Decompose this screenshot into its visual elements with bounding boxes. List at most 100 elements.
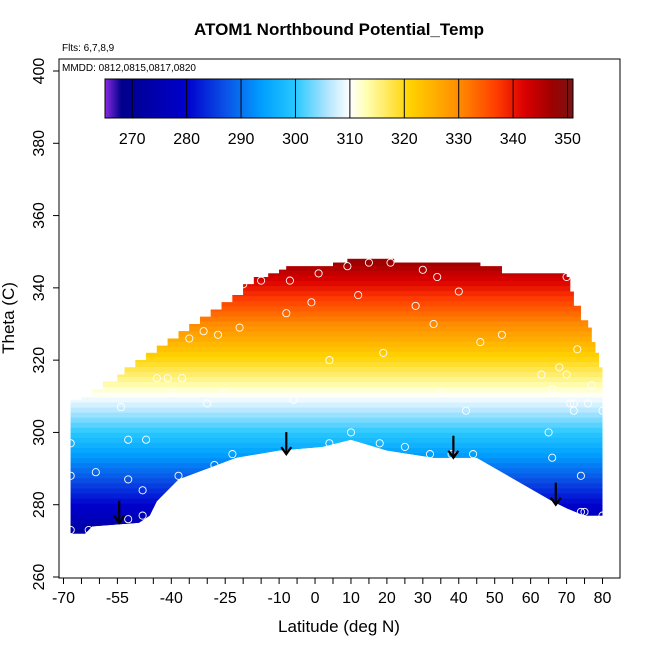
observation-point xyxy=(66,471,75,480)
field-band xyxy=(70,326,603,332)
observation-point xyxy=(66,525,75,535)
field-band xyxy=(70,310,603,317)
observation-point xyxy=(142,435,151,444)
observation-point xyxy=(461,406,471,415)
observation-point xyxy=(91,468,100,477)
flights-annotation: Flts: 6,7,8,9 xyxy=(62,43,115,54)
field-band xyxy=(70,397,603,403)
x-axis-label: Latitude (deg N) xyxy=(278,617,400,636)
observation-point xyxy=(364,258,373,267)
observation-point xyxy=(580,507,589,516)
y-tick-label: 340 xyxy=(31,274,48,301)
colorbar-tick-label: 350 xyxy=(554,131,581,148)
observation-point xyxy=(418,265,427,274)
observation-point xyxy=(454,287,463,296)
observation-point xyxy=(138,486,147,495)
colorbar-tick-label: 280 xyxy=(173,131,200,148)
colorbar: 270 280 290 300 310 320 330 340 350 xyxy=(104,78,581,148)
observation-point xyxy=(343,262,352,271)
field-band xyxy=(70,290,603,297)
x-axis: -70 -55 -40 -25 -10 0 10 20 30 40 50 60 70 80 xyxy=(52,578,612,607)
field-band xyxy=(70,356,603,362)
observation-point xyxy=(314,269,323,278)
colorbar-tick-label: 270 xyxy=(119,131,146,148)
observation-point xyxy=(573,345,582,354)
x-tick-label: -70 xyxy=(52,590,75,607)
field-band xyxy=(70,412,603,418)
field-band xyxy=(70,321,603,327)
floor-arrow xyxy=(280,432,293,457)
colorbar-tick-label: 300 xyxy=(282,131,309,148)
x-tick-label: 10 xyxy=(342,590,360,607)
observation-point xyxy=(325,356,334,365)
x-tick-label: 0 xyxy=(311,590,320,607)
y-axis: 260 280 300 320 340 360 380 400 xyxy=(31,58,59,590)
observation-point xyxy=(257,276,266,285)
observation-point xyxy=(386,258,395,267)
observation-point xyxy=(84,525,93,535)
field-band xyxy=(70,285,603,292)
observation-point xyxy=(116,403,126,412)
field-band xyxy=(70,331,603,337)
y-tick-label: 360 xyxy=(31,202,48,229)
observation-point xyxy=(199,327,208,336)
observation-point xyxy=(569,399,578,408)
chart-title: ATOM1 Northbound Potential_Temp xyxy=(194,20,484,39)
observation-point xyxy=(167,388,176,397)
observation-point xyxy=(203,399,212,408)
field-band xyxy=(70,386,603,393)
observation-point xyxy=(178,374,187,383)
observation-point xyxy=(152,374,161,383)
observation-point xyxy=(429,319,438,329)
y-tick-label: 380 xyxy=(31,130,48,157)
field-band xyxy=(70,275,603,282)
floor-arrow xyxy=(113,500,126,525)
observation-point xyxy=(289,395,298,404)
field-band xyxy=(70,351,603,357)
observation-point xyxy=(354,291,363,300)
observation-point xyxy=(375,439,384,448)
colorbar-tick-label: 330 xyxy=(445,131,472,148)
observation-point xyxy=(587,381,596,390)
observation-point xyxy=(325,439,334,448)
observation-point xyxy=(307,298,316,307)
observation-point xyxy=(239,280,248,289)
observation-point xyxy=(476,338,485,347)
x-tick-label: 60 xyxy=(522,590,540,607)
observation-point xyxy=(433,272,442,282)
field-band xyxy=(70,361,603,368)
floor-arrow xyxy=(447,435,460,460)
x-tick-label: 40 xyxy=(450,590,468,607)
y-axis-label: Theta (C) xyxy=(0,282,18,354)
observation-point xyxy=(213,330,223,339)
colorbar-tick-label: 340 xyxy=(500,131,527,148)
field-band xyxy=(70,305,603,312)
field-band xyxy=(70,316,603,322)
field-band xyxy=(70,402,603,408)
field-band xyxy=(70,417,603,423)
observation-point xyxy=(425,450,435,459)
observation-point xyxy=(548,385,557,394)
observation-point xyxy=(566,399,575,408)
observation-point xyxy=(124,515,133,524)
observation-point xyxy=(174,471,183,480)
field-band xyxy=(70,432,603,438)
x-tick-label: 80 xyxy=(594,590,612,607)
observation-point xyxy=(598,406,607,415)
observation-point xyxy=(379,348,388,357)
y-tick-label: 320 xyxy=(31,347,48,374)
observation-point xyxy=(210,460,219,470)
observation-point xyxy=(124,435,133,444)
observation-point xyxy=(138,511,147,520)
field-band xyxy=(70,280,603,287)
observation-point xyxy=(576,507,585,516)
field-band xyxy=(70,427,603,433)
y-tick-label: 300 xyxy=(31,419,48,446)
x-tick-label: 20 xyxy=(378,590,396,607)
x-tick-label: 50 xyxy=(486,590,504,607)
observation-point xyxy=(400,442,409,451)
observation-point xyxy=(598,511,607,520)
y-tick-label: 280 xyxy=(31,491,48,518)
field-band xyxy=(70,422,603,428)
field-band xyxy=(70,260,603,266)
